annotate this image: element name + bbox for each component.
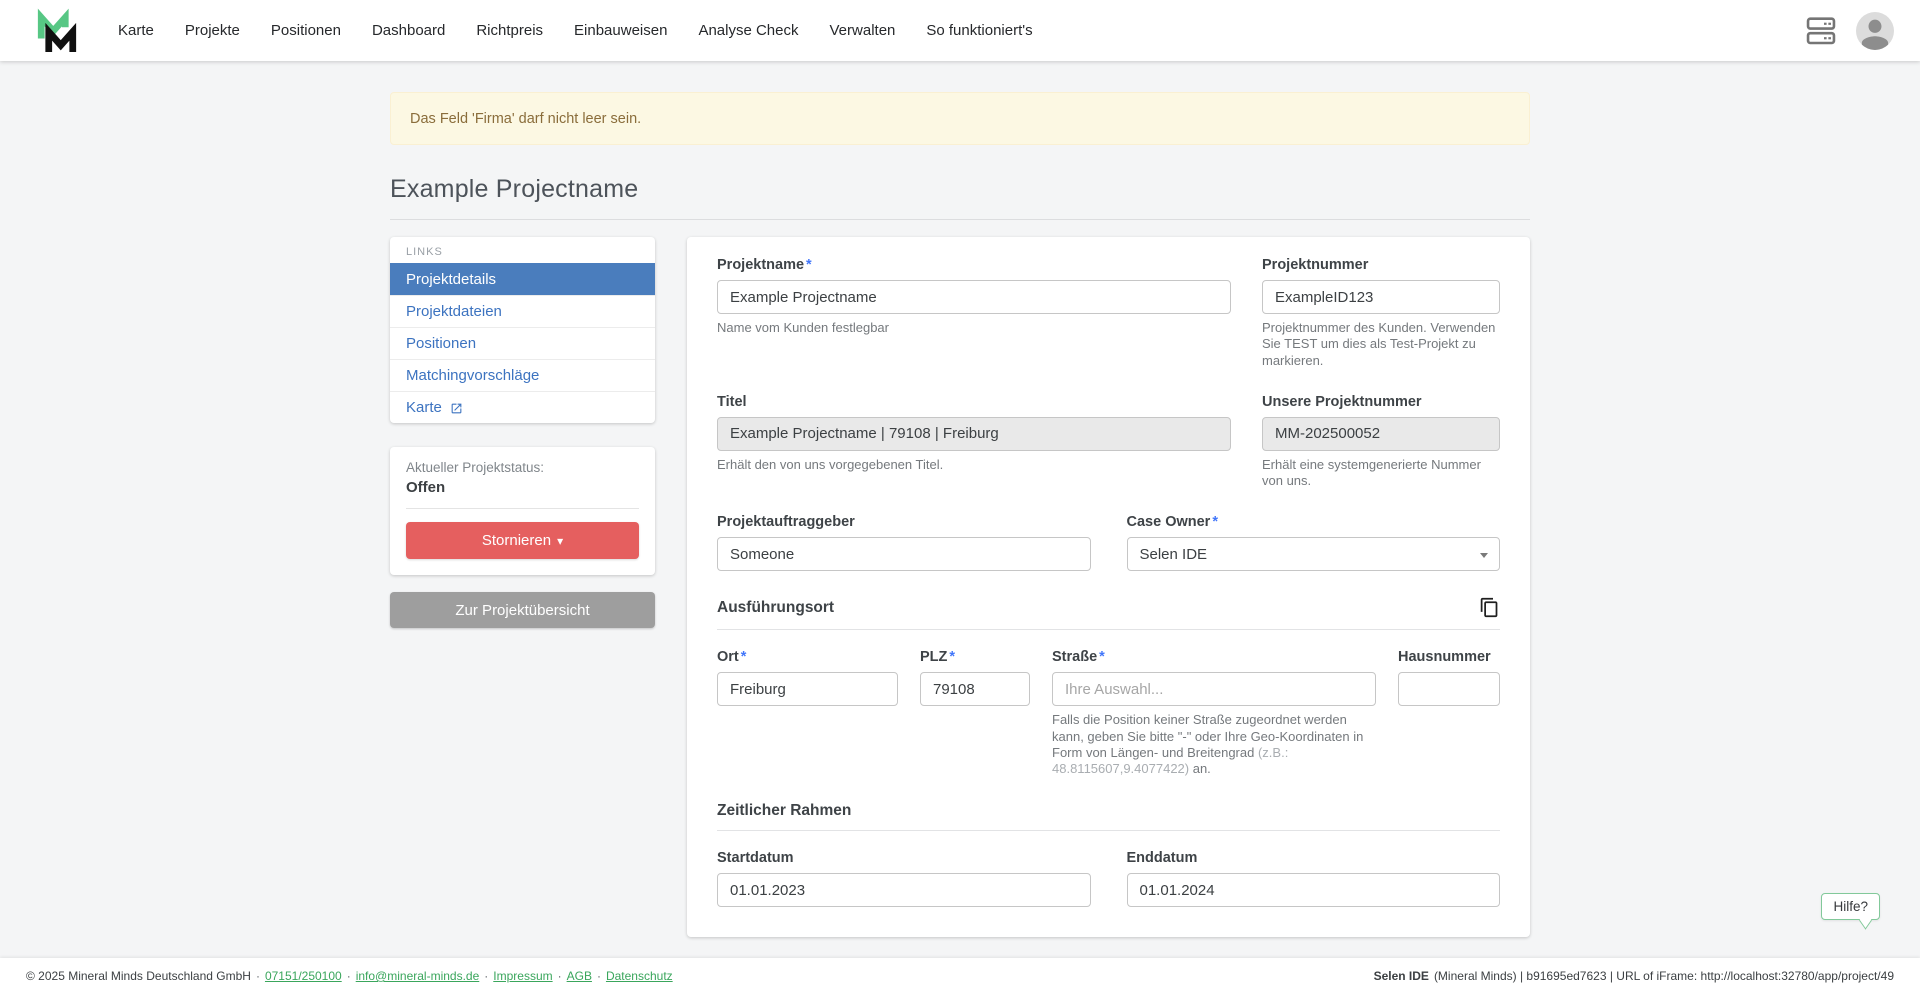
titel-helper: Erhält den von uns vorgegebenen Titel. xyxy=(717,456,944,472)
project-status-card: Aktueller Projektstatus: Offen Storniere… xyxy=(390,447,655,575)
projektnummer-label: Projektnummer xyxy=(1262,257,1369,273)
help-button[interactable]: Hilfe? xyxy=(1821,893,1880,920)
help-button-label: Hilfe? xyxy=(1833,899,1868,914)
unsere-projektnummer-helper: Erhält eine systemgenerierte Nummer von … xyxy=(1262,456,1481,488)
sidebar-item-label: Positionen xyxy=(406,335,477,352)
footer-impressum-link[interactable]: Impressum xyxy=(493,969,553,983)
sidebar-item-positionen[interactable]: Positionen xyxy=(390,327,655,359)
hausnummer-label: Hausnummer xyxy=(1398,649,1491,666)
main-nav: Karte Projekte Positionen Dashboard Rich… xyxy=(118,22,1033,39)
validation-warning-banner: Das Feld 'Firma' darf nicht leer sein. xyxy=(390,92,1530,145)
page-title: Example Projectname xyxy=(390,175,639,203)
section-title-ausfuehrungsort: Ausführungsort xyxy=(717,598,835,616)
section-title-zeitlicher-rahmen: Zeitlicher Rahmen xyxy=(717,802,852,820)
unsere-projektnummer-input xyxy=(1262,416,1500,451)
footer: © 2025 Mineral Minds Deutschland GmbH · … xyxy=(0,958,1920,994)
footer-right: Selen IDE (Mineral Minds) | b91695ed7623… xyxy=(1374,969,1894,983)
copy-icon[interactable] xyxy=(1479,596,1500,619)
required-marker: * xyxy=(806,257,812,273)
external-link-icon xyxy=(451,403,462,414)
section-divider xyxy=(717,629,1500,631)
strasse-label: Straße * xyxy=(1052,649,1105,666)
projektname-helper: Name vom Kunden festlegbar xyxy=(717,320,889,335)
hausnummer-input[interactable] xyxy=(1398,672,1500,707)
footer-agb-link[interactable]: AGB xyxy=(566,969,592,983)
nav-item-verwalten[interactable]: Verwalten xyxy=(829,22,896,39)
sidebar: LINKS Projektdetails Projektdateien Posi… xyxy=(390,237,655,628)
section-divider xyxy=(717,830,1500,832)
titel-label: Titel xyxy=(717,393,747,410)
plz-label: PLZ * xyxy=(920,649,956,666)
required-marker: * xyxy=(1212,514,1218,531)
person-icon xyxy=(1861,19,1889,50)
project-overview-button[interactable]: Zur Projektübersicht xyxy=(390,592,655,628)
projektauftraggeber-input[interactable] xyxy=(717,537,1091,572)
sidebar-item-label: Karte xyxy=(406,399,442,416)
nav-item-so-funktionierts[interactable]: So funktioniert's xyxy=(926,22,1033,39)
user-avatar[interactable] xyxy=(1856,11,1894,50)
ort-input[interactable] xyxy=(717,672,898,707)
nav-item-projekte[interactable]: Projekte xyxy=(184,22,240,39)
project-details-form: Projektname* Name vom Kunden festlegbar … xyxy=(687,237,1530,938)
strasse-helper: Falls die Position keiner Straße zugeord… xyxy=(1052,712,1364,776)
top-navbar: Karte Projekte Positionen Dashboard Rich… xyxy=(0,0,1920,61)
nav-item-einbauweisen[interactable]: Einbauweisen xyxy=(574,22,668,39)
sidebar-item-label: Projektdateien xyxy=(406,303,502,320)
overview-button-label: Zur Projektübersicht xyxy=(455,601,590,619)
nav-item-karte[interactable]: Karte xyxy=(118,22,154,39)
ort-label: Ort * xyxy=(717,649,747,666)
status-label: Aktueller Projektstatus: xyxy=(406,460,545,475)
plz-input[interactable] xyxy=(920,672,1030,707)
projektnummer-helper: Projektnummer des Kunden. Verwenden Sie … xyxy=(1262,320,1496,368)
projektname-input[interactable] xyxy=(717,280,1231,314)
nav-item-analyse-check[interactable]: Analyse Check xyxy=(698,22,799,39)
links-card: LINKS Projektdetails Projektdateien Posi… xyxy=(390,237,655,423)
footer-session-info: (Mineral Minds) | b91695ed7623 | URL of … xyxy=(1433,969,1894,983)
case-owner-value: Selen IDE xyxy=(1139,545,1208,563)
case-owner-select[interactable]: Selen IDE xyxy=(1126,537,1500,572)
required-marker: * xyxy=(740,649,747,666)
footer-phone-link[interactable]: 07151/250100 xyxy=(264,969,342,983)
links-header: LINKS xyxy=(406,246,443,258)
chevron-down-icon: ▾ xyxy=(557,533,564,548)
nav-item-dashboard[interactable]: Dashboard xyxy=(371,22,446,39)
footer-user: Selen IDE xyxy=(1373,969,1429,983)
startdatum-label: Startdatum xyxy=(717,850,794,867)
navbar-right xyxy=(1804,11,1894,50)
footer-datenschutz-link[interactable]: Datenschutz xyxy=(605,969,673,983)
case-owner-label: Case Owner * xyxy=(1126,514,1218,531)
nav-item-positionen[interactable]: Positionen xyxy=(270,22,341,39)
cancel-button-label: Stornieren xyxy=(481,532,552,549)
required-marker: * xyxy=(949,649,956,666)
required-marker: * xyxy=(1099,649,1105,666)
sidebar-item-label: Matchingvorschläge xyxy=(406,367,540,384)
enddatum-input[interactable] xyxy=(1126,873,1500,908)
sidebar-item-projektdetails[interactable]: Projektdetails xyxy=(390,263,655,295)
projektauftraggeber-label: Projektauftraggeber xyxy=(717,514,855,531)
cancel-project-button[interactable]: Stornieren ▾ xyxy=(406,522,639,559)
copyright-text: © 2025 Mineral Minds Deutschland GmbH xyxy=(26,969,251,983)
sidebar-item-matchingvorschlaege[interactable]: Matchingvorschläge xyxy=(390,359,655,391)
enddatum-label: Enddatum xyxy=(1126,850,1198,867)
mineral-minds-logo-icon[interactable] xyxy=(30,7,78,55)
startdatum-input[interactable] xyxy=(717,873,1091,908)
sidebar-item-karte[interactable]: Karte xyxy=(390,391,655,423)
footer-email-link[interactable]: info@mineral-minds.de xyxy=(355,969,480,983)
sidebar-item-projektdateien[interactable]: Projektdateien xyxy=(390,295,655,327)
projektnummer-input[interactable] xyxy=(1262,280,1500,314)
title-divider xyxy=(390,219,1530,220)
server-stack-icon[interactable] xyxy=(1804,16,1838,46)
projektname-label: Projektname * xyxy=(717,257,812,273)
warning-message: Das Feld 'Firma' darf nicht leer sein. xyxy=(410,110,642,127)
nav-item-richtpreis[interactable]: Richtpreis xyxy=(476,22,544,39)
status-value: Offen xyxy=(406,479,639,509)
unsere-projektnummer-label: Unsere Projektnummer xyxy=(1262,393,1422,410)
strasse-input[interactable] xyxy=(1052,672,1376,707)
titel-input xyxy=(717,416,1231,451)
sidebar-item-label: Projektdetails xyxy=(406,271,497,288)
footer-left: © 2025 Mineral Minds Deutschland GmbH · … xyxy=(26,969,673,983)
